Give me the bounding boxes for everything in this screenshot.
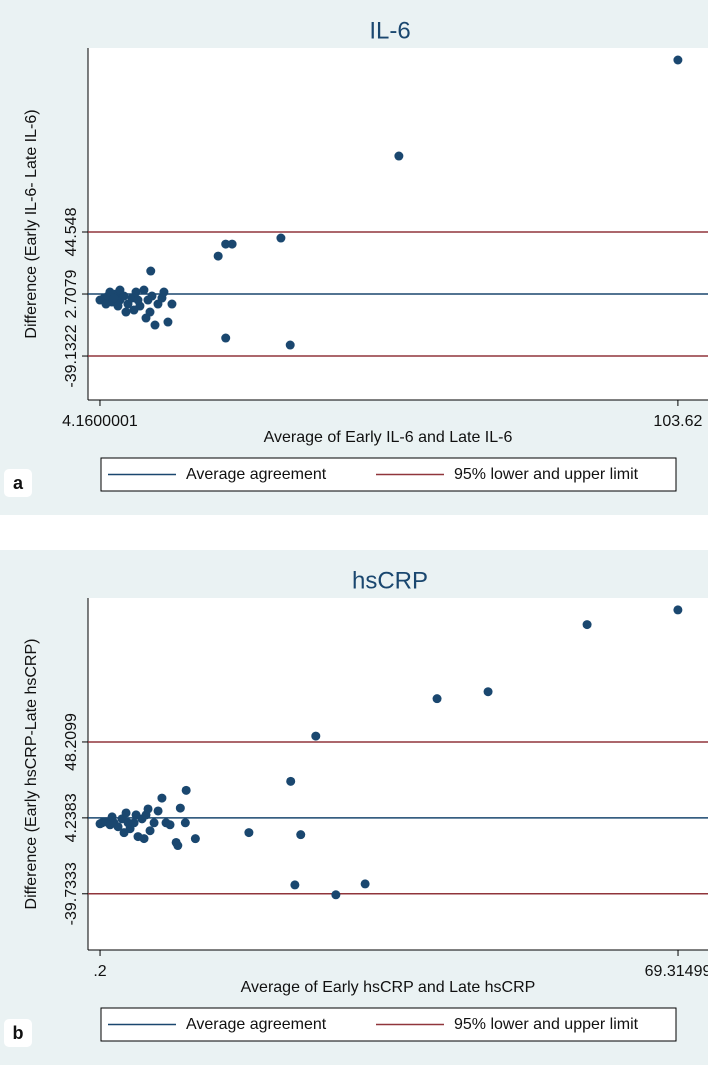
legend bbox=[100, 1007, 677, 1042]
data-point bbox=[483, 687, 493, 697]
data-point bbox=[113, 822, 123, 832]
data-point bbox=[159, 287, 169, 297]
data-point bbox=[131, 287, 141, 297]
data-point bbox=[290, 880, 300, 890]
data-point bbox=[149, 818, 159, 828]
data-point bbox=[113, 301, 123, 311]
data-point bbox=[139, 834, 149, 844]
legend-label: 95% lower and upper limit bbox=[454, 466, 639, 483]
data-point bbox=[141, 313, 151, 323]
data-point bbox=[360, 879, 370, 889]
data-point bbox=[276, 233, 286, 243]
data-point bbox=[181, 785, 191, 795]
data-point bbox=[109, 293, 119, 303]
plot-area bbox=[88, 598, 708, 950]
x-tick-label: 103.62 bbox=[653, 413, 702, 430]
data-point bbox=[157, 793, 167, 803]
data-point bbox=[163, 317, 173, 327]
data-point bbox=[131, 810, 141, 820]
data-point bbox=[175, 803, 185, 813]
data-point bbox=[673, 605, 683, 615]
data-point bbox=[145, 826, 155, 836]
panel-badge bbox=[4, 1019, 32, 1047]
data-point bbox=[121, 808, 131, 818]
y-axis-label: Difference (Early IL-6- Late IL-6) bbox=[23, 109, 40, 338]
panel-label: b bbox=[13, 1023, 24, 1043]
x-axis-label: Average of Early hsCRP and Late hsCRP bbox=[241, 979, 536, 996]
data-point bbox=[150, 320, 160, 330]
data-point bbox=[121, 307, 131, 317]
data-point bbox=[146, 266, 156, 276]
y-tick-label: 4.2383 bbox=[63, 793, 80, 842]
data-point bbox=[101, 299, 111, 309]
y-tick-label: 44.548 bbox=[63, 207, 80, 256]
data-point bbox=[296, 830, 306, 840]
legend-label: Average agreement bbox=[186, 466, 327, 483]
legend-label: Average agreement bbox=[186, 1016, 327, 1033]
data-point bbox=[221, 333, 231, 343]
data-point bbox=[143, 804, 153, 814]
data-point bbox=[213, 251, 223, 261]
y-tick-label: 48.2099 bbox=[63, 713, 80, 771]
y-tick-label: -39.7333 bbox=[63, 862, 80, 925]
data-point bbox=[285, 340, 295, 350]
data-point bbox=[107, 812, 117, 822]
data-point bbox=[227, 239, 237, 249]
data-point bbox=[147, 291, 157, 301]
plot-area bbox=[88, 48, 708, 400]
x-tick-label: 69.31499 bbox=[645, 963, 708, 980]
data-point bbox=[153, 806, 163, 816]
data-point bbox=[582, 620, 592, 630]
data-point bbox=[244, 828, 254, 838]
x-axis-label: Average of Early IL-6 and Late IL-6 bbox=[264, 429, 513, 446]
panel-badge bbox=[4, 469, 32, 497]
chart-title: IL-6 bbox=[369, 17, 410, 44]
data-point bbox=[432, 694, 442, 704]
x-tick-label: .2 bbox=[93, 963, 106, 980]
data-point bbox=[129, 305, 139, 315]
data-point bbox=[165, 820, 175, 830]
data-point bbox=[180, 818, 190, 828]
data-point bbox=[221, 239, 231, 249]
data-point bbox=[190, 834, 200, 844]
x-tick-label: 4.1600001 bbox=[62, 413, 138, 430]
y-tick-label: 2.7079 bbox=[63, 269, 80, 318]
data-point bbox=[173, 841, 183, 851]
legend-label: 95% lower and upper limit bbox=[454, 1016, 639, 1033]
data-point bbox=[167, 299, 177, 309]
data-point bbox=[133, 295, 143, 305]
panel-label: a bbox=[13, 473, 24, 493]
y-tick-label: -39.1322 bbox=[63, 324, 80, 387]
data-point bbox=[286, 776, 296, 786]
data-point bbox=[673, 55, 683, 65]
data-point bbox=[311, 731, 321, 741]
data-point bbox=[119, 291, 129, 301]
chart-title: hsCRP bbox=[352, 567, 428, 594]
data-point bbox=[123, 818, 133, 828]
data-point bbox=[394, 151, 404, 161]
data-point bbox=[139, 285, 149, 295]
data-point bbox=[119, 828, 129, 838]
y-axis-label: Difference (Early hsCRP-Late hsCRP) bbox=[23, 639, 40, 910]
data-point bbox=[331, 890, 341, 900]
